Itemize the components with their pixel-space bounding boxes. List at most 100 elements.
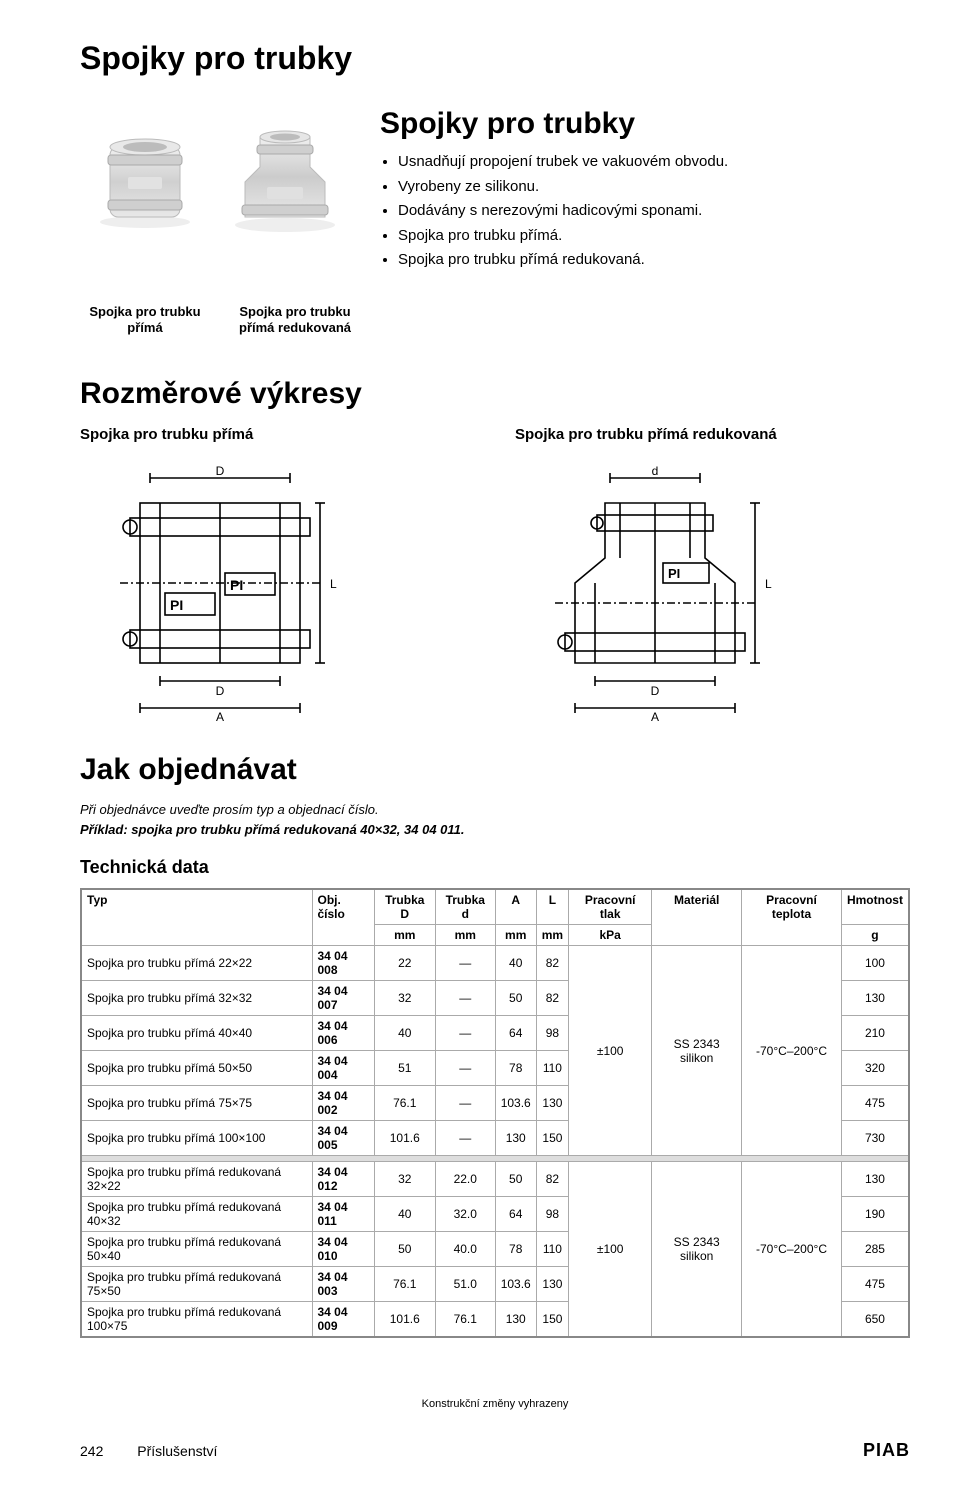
cell: 76.1 [374, 1267, 435, 1302]
cell: 34 04 006 [312, 1016, 374, 1051]
cell: 730 [841, 1121, 909, 1156]
drawing-left-svg: D PI PI [80, 463, 360, 723]
cell: 98 [536, 1016, 568, 1051]
drawing-left-title: Spojka pro trubku přímá [80, 426, 475, 443]
logo: PIAB [863, 1440, 910, 1461]
cell: 50 [495, 1162, 536, 1197]
th-typ: Typ [81, 889, 312, 946]
cell: — [435, 946, 495, 981]
cell: 34 04 007 [312, 981, 374, 1016]
cell: — [435, 1086, 495, 1121]
cell: 32 [374, 1162, 435, 1197]
bullet: Usnadňují propojení trubek ve vakuovém o… [398, 151, 728, 174]
cell: 101.6 [374, 1121, 435, 1156]
cell: SS 2343 silikon [652, 1162, 742, 1338]
intro-heading: Spojky pro trubky [380, 107, 728, 141]
svg-text:D: D [216, 464, 225, 478]
drawings-row: Spojka pro trubku přímá D [80, 426, 910, 723]
cell: 130 [841, 981, 909, 1016]
drawing-right: Spojka pro trubku přímá redukovaná d [515, 426, 910, 723]
page-number: 242 [80, 1443, 103, 1459]
cell: 285 [841, 1232, 909, 1267]
th-teplota: Pracovní teplota [742, 889, 842, 946]
cell: Spojka pro trubku přímá 75×75 [81, 1086, 312, 1121]
cell: 34 04 008 [312, 946, 374, 981]
cell: 82 [536, 981, 568, 1016]
photo-captions: Spojka pro trubku přímá Spojka pro trubk… [80, 304, 910, 338]
cell: 64 [495, 1016, 536, 1051]
th-hmotnost-unit: g [841, 925, 909, 946]
svg-text:d: d [652, 464, 659, 478]
svg-text:L: L [765, 577, 772, 591]
page-title: Spojky pro trubky [80, 40, 910, 77]
cell: 650 [841, 1302, 909, 1338]
footer-note: Konstrukční změny vyhrazeny [80, 1398, 910, 1410]
cell: 22.0 [435, 1162, 495, 1197]
cell: 78 [495, 1232, 536, 1267]
svg-text:D: D [651, 684, 660, 698]
techdata-heading: Technická data [80, 857, 910, 878]
order-note-1: Při objednávce uveďte prosím typ a objed… [80, 802, 910, 817]
bullet: Spojka pro trubku přímá redukovaná. [398, 249, 728, 272]
cell: 34 04 004 [312, 1051, 374, 1086]
bottom-bar: 242 Příslušenství PIAB [80, 1440, 910, 1461]
cell: Spojka pro trubku přímá redukovaná 32×22 [81, 1162, 312, 1197]
svg-text:PI: PI [170, 597, 183, 613]
cell: Spojka pro trubku přímá 100×100 [81, 1121, 312, 1156]
cell: Spojka pro trubku přímá 32×32 [81, 981, 312, 1016]
cell: 51.0 [435, 1267, 495, 1302]
cell: Spojka pro trubku přímá 40×40 [81, 1016, 312, 1051]
intro-row: Spojky pro trubky Usnadňují propojení tr… [80, 107, 910, 274]
cell: 34 04 011 [312, 1197, 374, 1232]
th-tlak: Pracovní tlak [569, 889, 652, 925]
cell: 130 [495, 1302, 536, 1338]
svg-text:PI: PI [230, 577, 243, 593]
cell: 320 [841, 1051, 909, 1086]
cell: 103.6 [495, 1086, 536, 1121]
page-label: Příslušenství [137, 1443, 217, 1459]
cell: 64 [495, 1197, 536, 1232]
th-D: Trubka D [374, 889, 435, 925]
table-row: Spojka pro trubku přímá 22×2234 04 00822… [81, 946, 909, 981]
cell: 130 [536, 1086, 568, 1121]
cell: 110 [536, 1051, 568, 1086]
cell: 34 04 003 [312, 1267, 374, 1302]
table-body: Spojka pro trubku přímá 22×2234 04 00822… [81, 946, 909, 1338]
svg-text:PI: PI [668, 566, 680, 581]
th-d-unit: mm [435, 925, 495, 946]
cell: 82 [536, 1162, 568, 1197]
th-D-unit: mm [374, 925, 435, 946]
th-L-unit: mm [536, 925, 568, 946]
cell: — [435, 1051, 495, 1086]
cell: 101.6 [374, 1302, 435, 1338]
caption-left: Spojka pro trubku přímá [80, 304, 210, 338]
cell: — [435, 1016, 495, 1051]
cell: 82 [536, 946, 568, 981]
photo-reducing-svg [225, 117, 345, 237]
drawing-right-svg: d PI [515, 463, 795, 723]
cell: 40 [374, 1197, 435, 1232]
cell: 40.0 [435, 1232, 495, 1267]
data-table: Typ Obj. číslo Trubka D Trubka d A L Pra… [80, 888, 910, 1338]
cell: Spojka pro trubku přímá redukovaná 100×7… [81, 1302, 312, 1338]
cell: Spojka pro trubku přímá redukovaná 40×32 [81, 1197, 312, 1232]
cell: 210 [841, 1016, 909, 1051]
caption-right: Spojka pro trubku přímá redukovaná [230, 304, 360, 338]
cell: -70°C–200°C [742, 946, 842, 1156]
cell: 32 [374, 981, 435, 1016]
svg-text:A: A [651, 710, 659, 723]
cell: 34 04 005 [312, 1121, 374, 1156]
cell: 32.0 [435, 1197, 495, 1232]
order-heading: Jak objednávat [80, 753, 910, 787]
photo-straight-svg [90, 122, 200, 232]
cell: 76.1 [374, 1086, 435, 1121]
cell: 103.6 [495, 1267, 536, 1302]
bullet: Spojka pro trubku přímá. [398, 225, 728, 248]
cell: 150 [536, 1302, 568, 1338]
cell: 475 [841, 1267, 909, 1302]
cell: 130 [536, 1267, 568, 1302]
cell: Spojka pro trubku přímá 50×50 [81, 1051, 312, 1086]
cell: SS 2343 silikon [652, 946, 742, 1156]
bullet: Vyrobeny ze silikonu. [398, 176, 728, 199]
table-row: Spojka pro trubku přímá redukovaná 32×22… [81, 1162, 909, 1197]
